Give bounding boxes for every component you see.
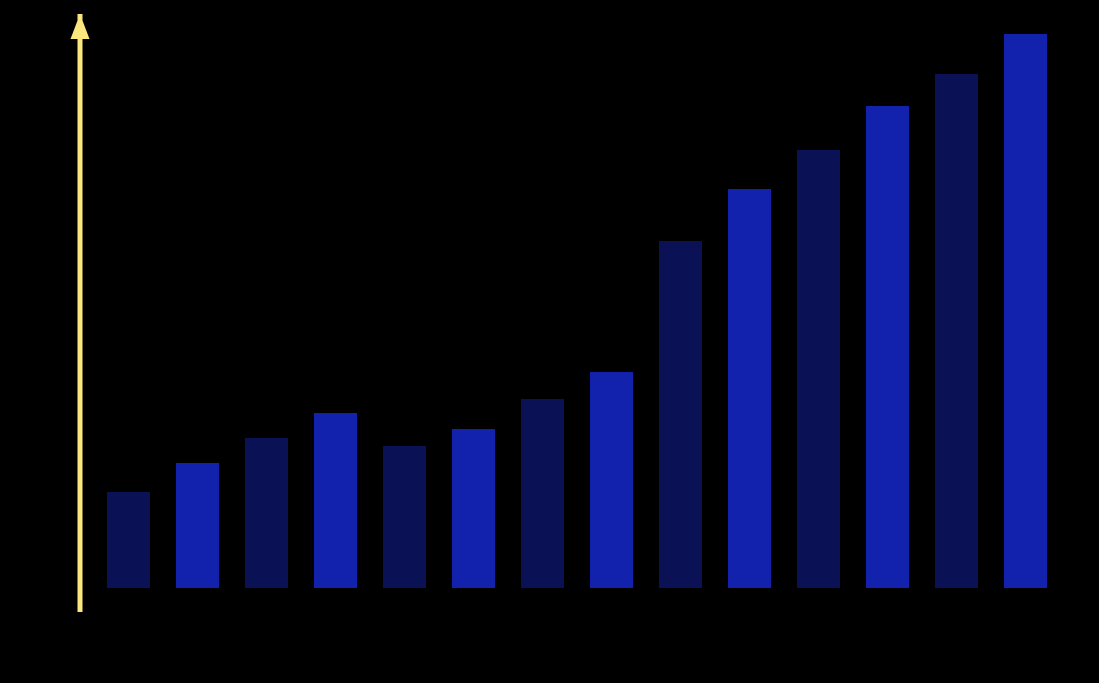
- bar-9[interactable]: [659, 241, 702, 588]
- bar-4[interactable]: [314, 413, 357, 588]
- bar-3[interactable]: [245, 438, 288, 588]
- bar-2[interactable]: [176, 463, 219, 588]
- bar-12[interactable]: [866, 106, 909, 588]
- bar-1[interactable]: [107, 492, 150, 588]
- bar-5[interactable]: [383, 446, 426, 588]
- bar-11[interactable]: [797, 150, 840, 588]
- bar-8[interactable]: [590, 372, 633, 588]
- bar-14[interactable]: [1004, 34, 1047, 588]
- bar-7[interactable]: [521, 399, 564, 588]
- bar-13[interactable]: [935, 74, 978, 588]
- bar-6[interactable]: [452, 429, 495, 588]
- y-axis-shaft: [77, 14, 83, 612]
- bar-10[interactable]: [728, 189, 771, 588]
- y-axis-arrowhead: [70, 14, 90, 39]
